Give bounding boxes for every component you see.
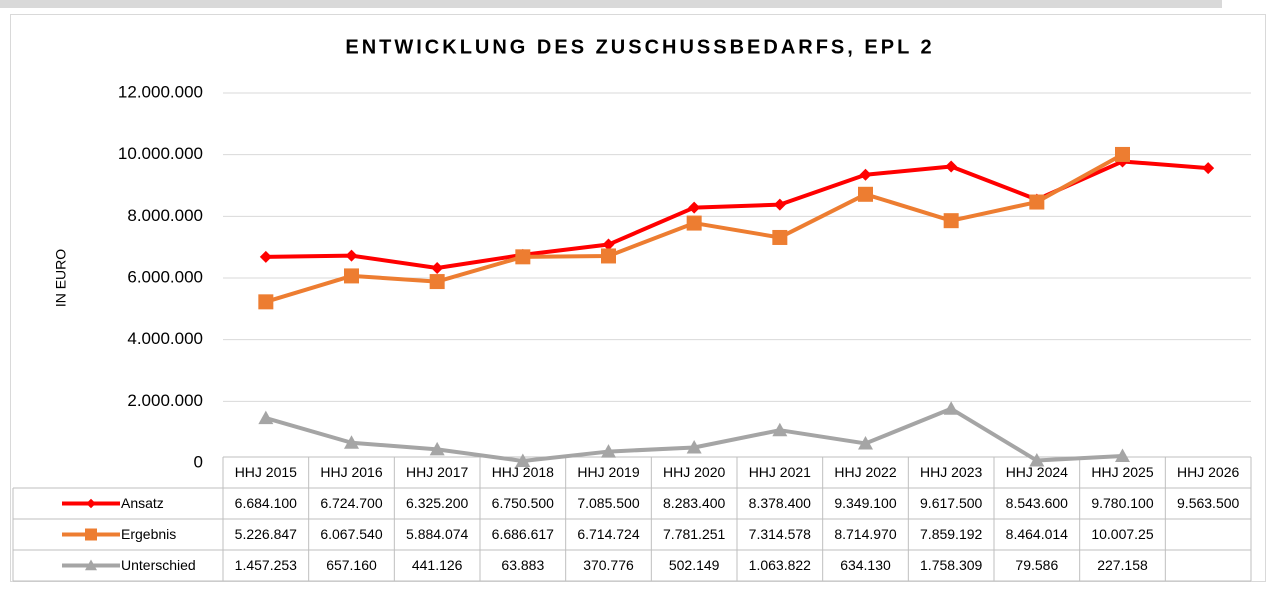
table-cell: 8.714.970 xyxy=(834,526,896,542)
table-cell: 9.780.100 xyxy=(1091,495,1153,511)
table-cell: 657.160 xyxy=(326,557,377,573)
table-cell: 10.007.25 xyxy=(1091,526,1153,542)
marker xyxy=(431,261,444,274)
table-cell: 7.859.192 xyxy=(920,526,982,542)
marker xyxy=(429,441,445,456)
chart-title: ENTWICKLUNG DES ZUSCHUSSBEDARFS, EPL 2 xyxy=(345,36,934,58)
y-tick-label: 8.000.000 xyxy=(127,206,203,225)
table-cell: 5.884.074 xyxy=(406,526,468,542)
marker xyxy=(858,435,873,450)
marker xyxy=(1202,162,1215,175)
marker xyxy=(688,201,701,214)
marker xyxy=(515,249,531,265)
table-cell: 6.684.100 xyxy=(235,495,297,511)
table-cell: 6.750.500 xyxy=(492,495,554,511)
table-cell: 370.776 xyxy=(583,557,634,573)
y-tick-label: 4.000.000 xyxy=(127,329,203,348)
table-cell: 63.883 xyxy=(501,557,544,573)
x-tick-label: HHJ 2026 xyxy=(1177,464,1239,480)
marker xyxy=(85,559,97,571)
marker xyxy=(344,268,359,284)
table-cell: 9.349.100 xyxy=(834,495,896,511)
table-cell: 1.457.253 xyxy=(235,557,297,573)
y-tick-label: 12.000.000 xyxy=(118,82,203,101)
marker xyxy=(429,274,445,290)
table-cell: 634.130 xyxy=(840,557,891,573)
chart-frame xyxy=(10,14,1266,582)
marker xyxy=(858,186,873,202)
table-cell: 8.464.014 xyxy=(1006,526,1068,542)
table-cell: 7.085.500 xyxy=(577,495,639,511)
table-cell: 227.158 xyxy=(1097,557,1148,573)
x-tick-label: HHJ 2024 xyxy=(1006,464,1068,480)
marker xyxy=(1029,194,1045,210)
table-cell: 5.226.847 xyxy=(235,526,297,542)
x-tick-label: HHJ 2019 xyxy=(577,464,639,480)
x-tick-label: HHJ 2018 xyxy=(492,464,554,480)
marker xyxy=(258,294,274,310)
top-bar xyxy=(0,0,1222,8)
table-cell: 8.543.600 xyxy=(1006,495,1068,511)
marker xyxy=(686,440,702,454)
marker xyxy=(1029,453,1045,467)
marker xyxy=(258,410,274,425)
marker xyxy=(259,250,272,263)
marker xyxy=(773,198,786,211)
table-cell: 9.617.500 xyxy=(920,495,982,511)
marker xyxy=(601,444,616,458)
marker xyxy=(601,248,616,264)
y-tick-label: 0 xyxy=(194,452,203,471)
x-tick-label: HHJ 2020 xyxy=(663,464,725,480)
table-cell: 8.378.400 xyxy=(749,495,811,511)
legend-label: Ergebnis xyxy=(121,526,176,542)
table-cell: 79.586 xyxy=(1015,557,1058,573)
x-tick-label: HHJ 2017 xyxy=(406,464,468,480)
marker xyxy=(943,213,959,229)
table-cell: 6.714.724 xyxy=(577,526,639,542)
marker xyxy=(772,229,788,245)
marker xyxy=(686,215,702,231)
y-tick-label: 6.000.000 xyxy=(127,267,203,286)
table-cell: 7.314.578 xyxy=(749,526,811,542)
table-cell: 1.063.822 xyxy=(749,557,811,573)
x-tick-label: HHJ 2025 xyxy=(1091,464,1153,480)
marker xyxy=(1115,146,1130,162)
x-tick-label: HHJ 2023 xyxy=(920,464,982,480)
marker xyxy=(1115,448,1130,462)
marker xyxy=(945,160,958,173)
table-cell: 1.758.309 xyxy=(920,557,982,573)
y-axis-label: IN EURO xyxy=(53,249,69,307)
table-cell: 441.126 xyxy=(412,557,463,573)
marker xyxy=(85,528,97,541)
marker xyxy=(344,435,359,449)
legend-label: Unterschied xyxy=(121,557,196,573)
y-tick-label: 10.000.000 xyxy=(118,144,203,163)
table-cell: 502.149 xyxy=(669,557,720,573)
legend-label: Ansatz xyxy=(121,495,164,511)
marker xyxy=(943,401,959,415)
x-tick-label: HHJ 2022 xyxy=(834,464,896,480)
table-cell: 6.724.700 xyxy=(320,495,382,511)
marker xyxy=(86,498,96,509)
marker xyxy=(345,249,358,262)
marker xyxy=(602,238,615,251)
marker xyxy=(515,453,531,468)
table-cell: 6.067.540 xyxy=(320,526,382,542)
y-tick-label: 2.000.000 xyxy=(127,391,203,410)
marker xyxy=(772,422,788,437)
marker xyxy=(859,168,872,181)
x-tick-label: HHJ 2016 xyxy=(320,464,382,480)
table-cell: 6.325.200 xyxy=(406,495,468,511)
table-cell: 7.781.251 xyxy=(663,526,725,542)
x-tick-label: HHJ 2015 xyxy=(235,464,297,480)
x-tick-label: HHJ 2021 xyxy=(749,464,811,480)
table-cell: 8.283.400 xyxy=(663,495,725,511)
table-cell: 6.686.617 xyxy=(492,526,554,542)
table-cell: 9.563.500 xyxy=(1177,495,1239,511)
